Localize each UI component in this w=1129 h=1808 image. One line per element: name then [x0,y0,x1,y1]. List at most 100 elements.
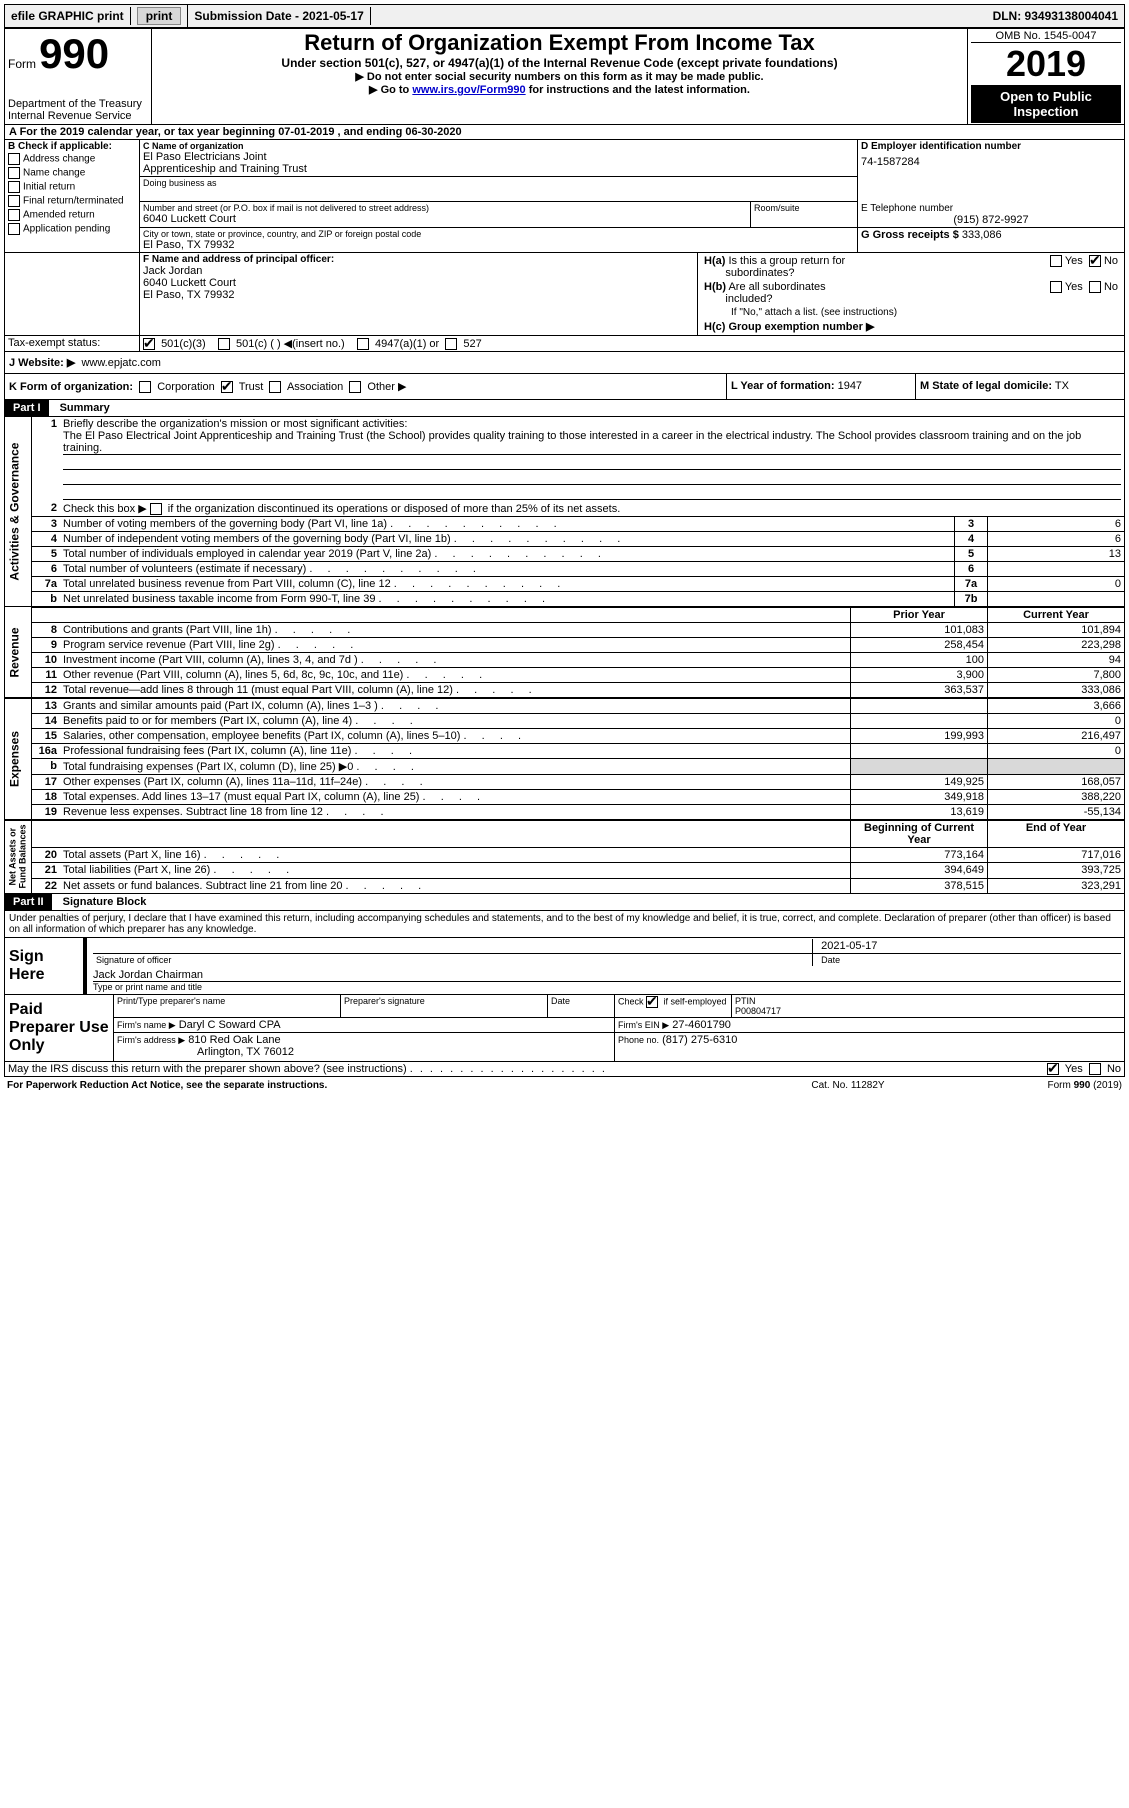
b-options: Address change Name change Initial retur… [8,152,136,236]
form-label: Form [8,57,36,71]
cb-amended[interactable] [8,209,20,221]
cb-4947[interactable] [357,338,369,350]
p-date-label: Date [548,995,615,1018]
cb-hb-no[interactable] [1089,281,1101,293]
cb-501c[interactable] [218,338,230,350]
room-label: Room/suite [754,203,854,213]
preparer-table: Paid Preparer Use Only Print/Type prepar… [4,995,1125,1062]
efile-label: efile GRAPHIC print [5,7,131,25]
part2-title: Signature Block [55,894,155,910]
p-name-label: Print/Type preparer's name [114,995,341,1018]
officer-name: Jack Jordan [143,265,694,277]
gov-row: 6 Total number of volunteers (estimate i… [5,561,1125,576]
cb-address-change[interactable] [8,153,20,165]
footer: For Paperwork Reduction Act Notice, see … [4,1079,1125,1092]
fin-row: 11 Other revenue (Part VIII, column (A),… [5,667,1125,682]
form-title: Return of Organization Exempt From Incom… [155,30,964,56]
cb-discuss-yes[interactable] [1047,1063,1059,1075]
m-value: TX [1055,380,1069,392]
hb-note: If "No," attach a list. (see instruction… [701,306,1121,319]
m-label: M State of legal domicile: [920,380,1052,392]
footer-left: For Paperwork Reduction Act Notice, see … [4,1079,757,1092]
p-check: Check if self-employed [615,995,732,1018]
d-label: D Employer identification number [861,141,1121,152]
firm-addr1: 810 Red Oak Lane [188,1034,280,1046]
discuss-row: May the IRS discuss this return with the… [4,1062,1125,1077]
footer-right: Form 990 (2019) [939,1079,1125,1092]
line-a: A For the 2019 calendar year, or tax yea… [4,125,1125,140]
ptin-label: PTIN [735,996,1121,1006]
cb-527[interactable] [445,338,457,350]
irs-link[interactable]: www.irs.gov/Form990 [412,84,525,96]
city-value: El Paso, TX 79932 [143,239,854,251]
l-label: L Year of formation: [731,380,835,392]
cb-final[interactable] [8,195,20,207]
part2-header-row: Part II Signature Block [4,894,1125,911]
ein-value: 74-1587284 [861,152,1121,172]
part2-label: Part II [5,894,52,910]
p-sig-label: Preparer's signature [341,995,548,1018]
q1-text: The El Paso Electrical Joint Apprentices… [63,430,1121,455]
vlabel-governance: Activities & Governance [5,417,32,607]
top-bar: efile GRAPHIC print print Submission Dat… [4,4,1125,28]
q1-label: Briefly describe the organization's miss… [63,418,407,430]
dept-label: Department of the Treasury Internal Reve… [8,98,148,122]
part1-title: Summary [52,400,118,416]
cb-ha-no[interactable] [1089,255,1101,267]
form-number: 990 [39,30,109,77]
sig-officer-label: Signature of officer [93,953,813,966]
signature-table: Sign Here 2021-05-17 Signature of office… [4,938,1125,995]
firm-name: Daryl C Soward CPA [179,1019,281,1031]
website-value: www.epjatc.com [81,357,160,369]
fin-row: 21 Total liabilities (Part X, line 26) .… [5,863,1125,878]
fh-block: F Name and address of principal officer:… [4,253,1125,336]
cb-corp[interactable] [139,381,151,393]
hc-label: H(c) Group exemption number ▶ [704,321,874,333]
firm-ein: 27-4601790 [672,1019,731,1031]
b-label: B Check if applicable: [8,141,136,152]
print-button[interactable]: print [137,7,182,25]
cb-self-employed[interactable] [646,996,658,1008]
cb-501c3[interactable] [143,338,155,350]
cb-assoc[interactable] [269,381,281,393]
tax-year: 2019 [971,43,1121,85]
cb-initial[interactable] [8,181,20,193]
c-name-label: C Name of organization [143,141,854,151]
part1-label: Part I [5,400,49,416]
sig-date: 2021-05-17 [813,939,1121,954]
gov-row: 3 Number of voting members of the govern… [5,516,1125,531]
addr-value: 6040 Luckett Court [143,213,747,225]
info-block: B Check if applicable: Address change Na… [4,140,1125,253]
cb-trust[interactable] [221,381,233,393]
officer-addr1: 6040 Luckett Court [143,277,694,289]
cb-name-change[interactable] [8,167,20,179]
cb-discuss-no[interactable] [1089,1063,1101,1075]
firm-addr2: Arlington, TX 76012 [117,1046,294,1058]
f-label: F Name and address of principal officer: [143,254,694,265]
fin-row: 20 Total assets (Part X, line 16) . . . … [5,848,1125,863]
sign-here-label: Sign Here [5,938,86,995]
l-value: 1947 [838,380,862,392]
fin-row: 9 Program service revenue (Part VIII, li… [5,637,1125,652]
gov-row: b Net unrelated business taxable income … [5,591,1125,606]
cb-ha-yes[interactable] [1050,255,1062,267]
e-label: E Telephone number [861,203,1121,214]
fin-row: 8 Contributions and grants (Part VIII, l… [5,622,1125,637]
form-subtitle: Under section 501(c), 527, or 4947(a)(1)… [155,56,964,70]
part1-table: Activities & Governance 1 Briefly descri… [4,417,1125,607]
cb-other[interactable] [349,381,361,393]
cb-discontinued[interactable] [150,503,162,515]
phone-value: (915) 872-9927 [861,214,1121,226]
j-label: J Website: ▶ [9,357,75,369]
g-label: G Gross receipts $ [861,229,959,241]
inspection-label: Open to Public Inspection [971,85,1121,123]
officer-addr2: El Paso, TX 79932 [143,289,694,301]
form-header: Form 990 Department of the Treasury Inte… [4,28,1125,125]
sig-name: Jack Jordan Chairman [93,969,1121,982]
cb-hb-yes[interactable] [1050,281,1062,293]
paid-preparer-label: Paid Preparer Use Only [5,995,114,1062]
firm-phone: (817) 275-6310 [662,1034,737,1046]
note-ssn: ▶ Do not enter social security numbers o… [155,70,964,83]
cb-pending[interactable] [8,223,20,235]
part1-header-row: Part I Summary [4,400,1125,417]
